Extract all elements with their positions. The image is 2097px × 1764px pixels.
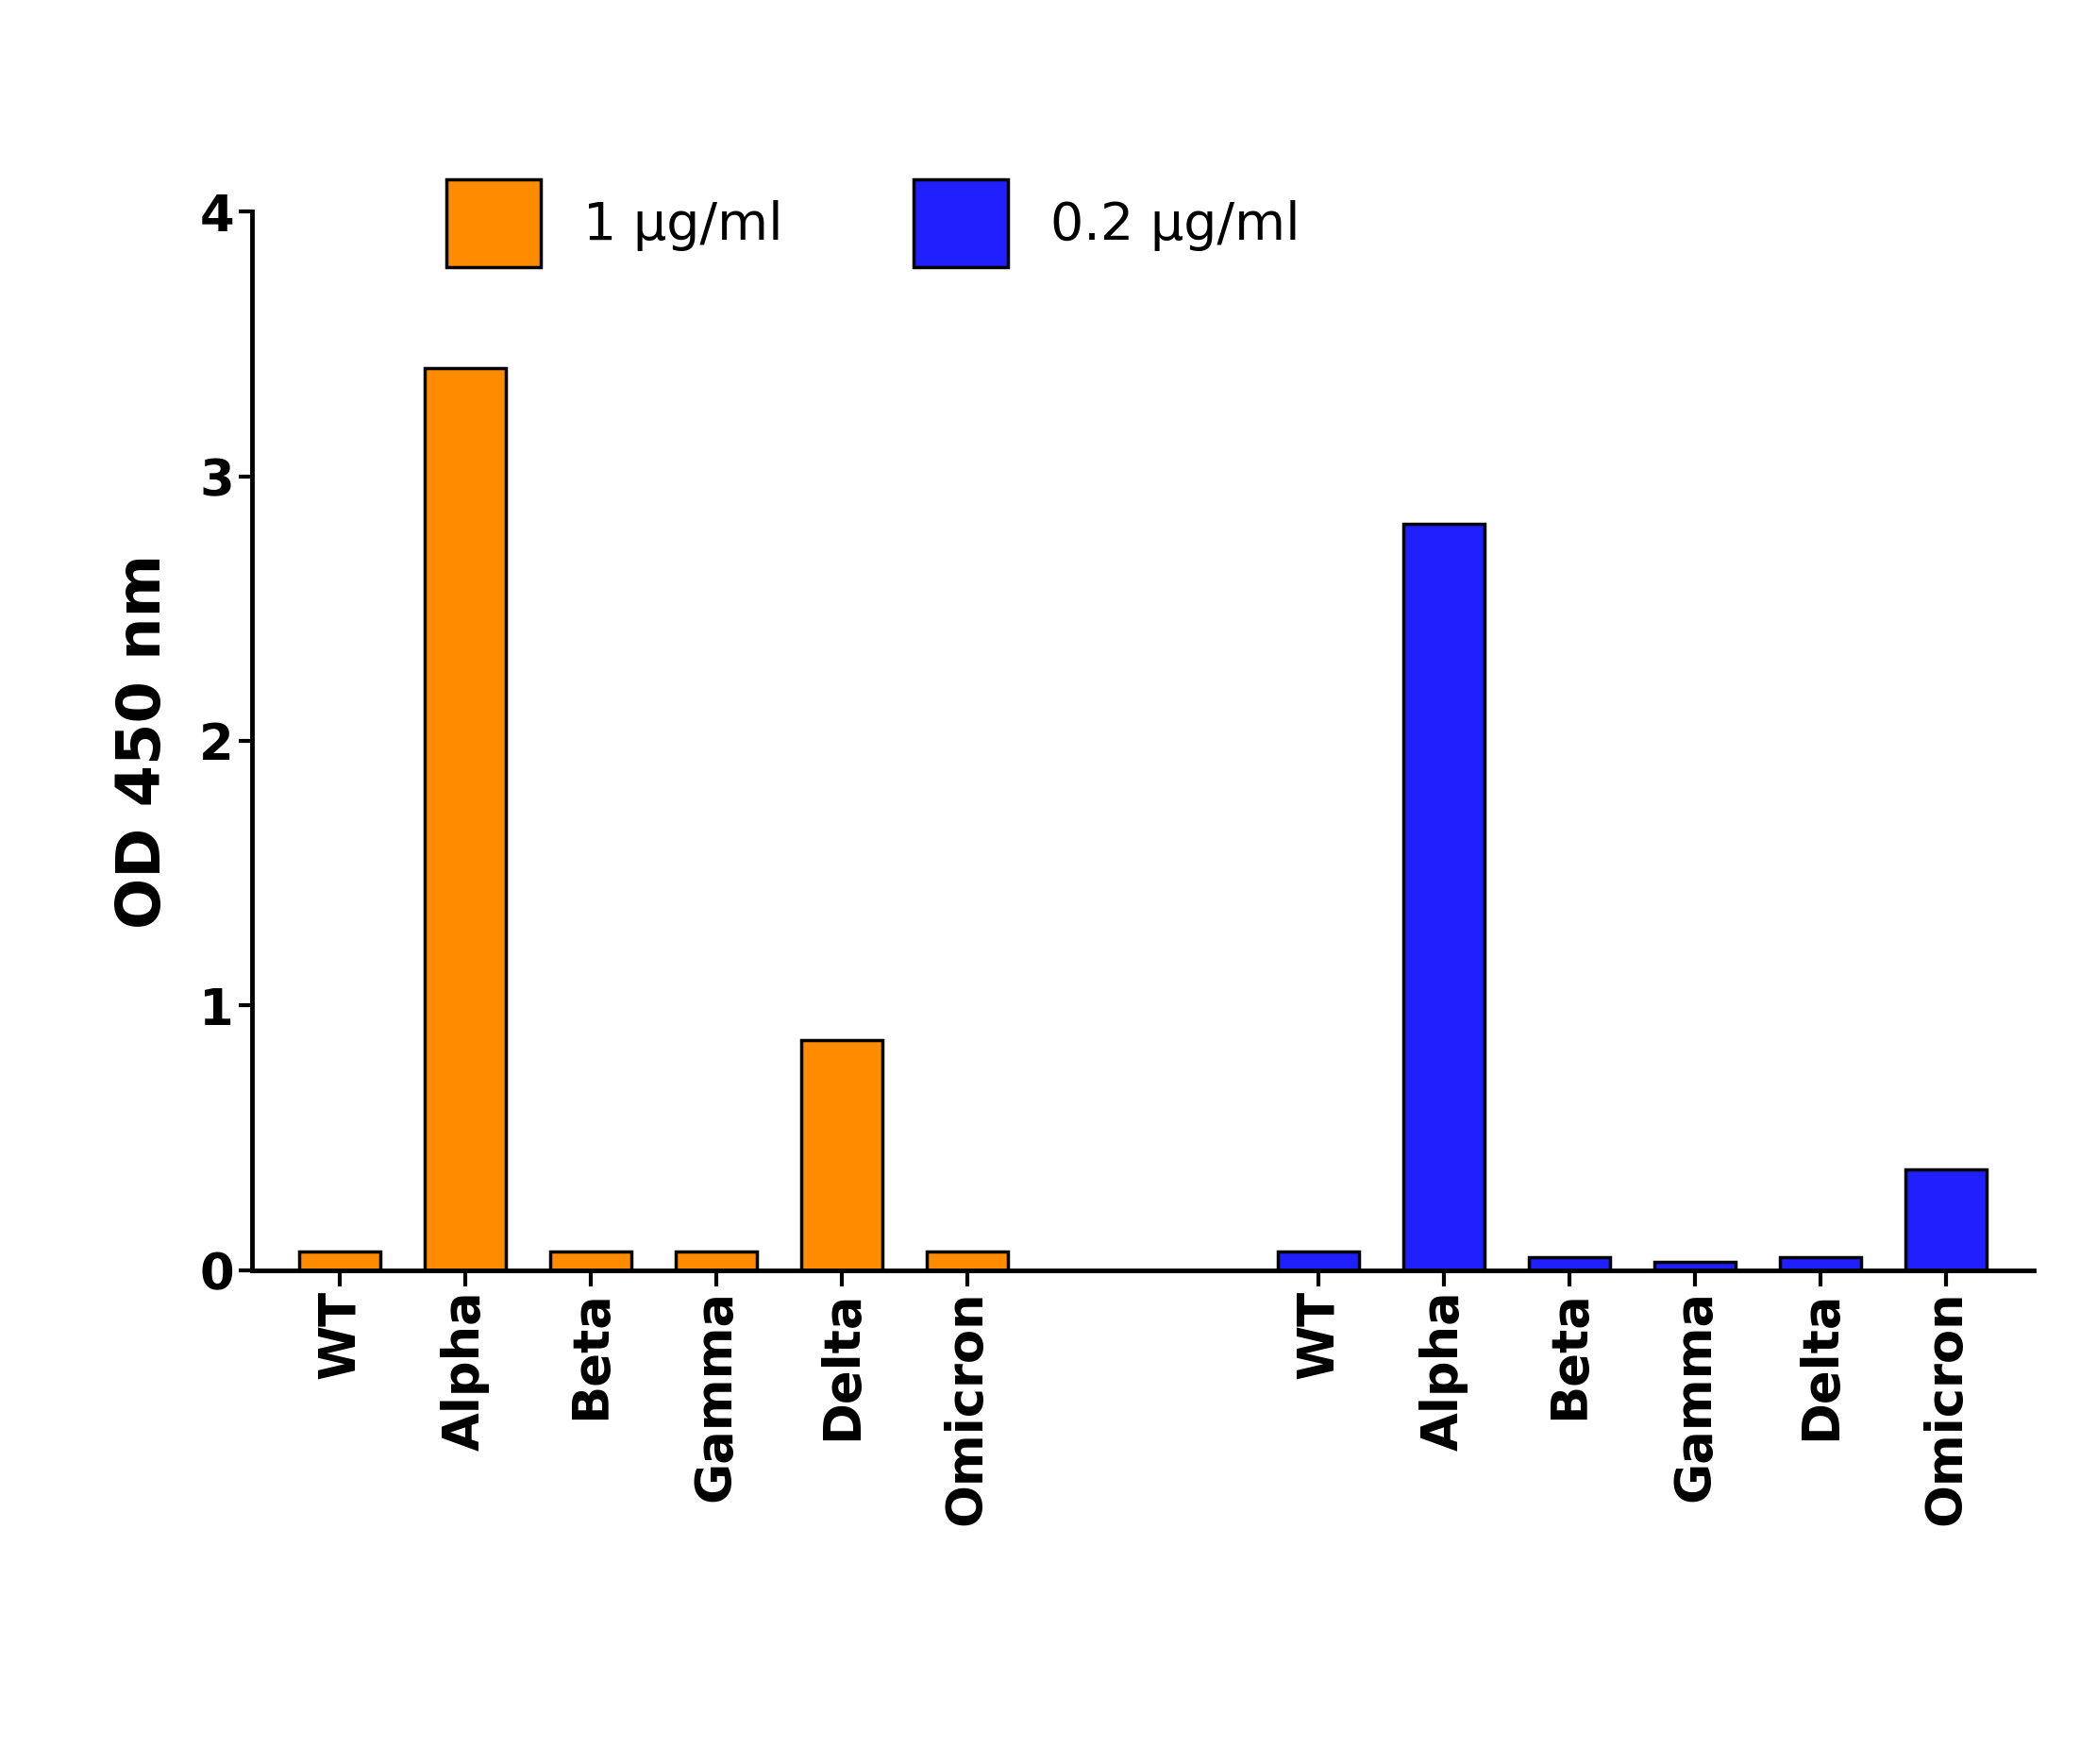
Bar xyxy=(424,367,505,1270)
Bar xyxy=(1277,1251,1359,1270)
Bar xyxy=(1655,1263,1736,1270)
Bar xyxy=(1529,1256,1610,1270)
Bar xyxy=(1403,524,1485,1270)
Legend: 1 μg/ml, 0.2 μg/ml: 1 μg/ml, 0.2 μg/ml xyxy=(421,153,1325,293)
Bar xyxy=(927,1251,1009,1270)
Bar xyxy=(298,1251,380,1270)
Y-axis label: OD 450 nm: OD 450 nm xyxy=(115,554,174,928)
Bar xyxy=(801,1039,883,1270)
Bar xyxy=(1906,1170,1988,1270)
Bar xyxy=(549,1251,631,1270)
Bar xyxy=(1780,1256,1862,1270)
Bar xyxy=(675,1251,757,1270)
